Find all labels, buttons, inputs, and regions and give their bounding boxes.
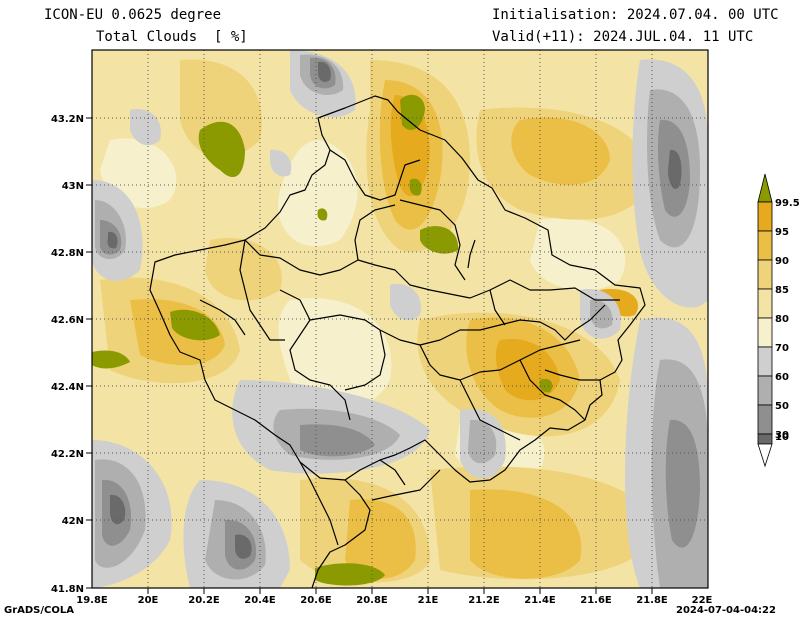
lat-tick-label: 42.8N [51,248,84,259]
footer-timestamp: 2024-07-04-04:22 [676,605,776,616]
valid-time-label: Valid(+11): 2024.JUL.04. 11 UTC [492,29,754,45]
lat-tick-label: 42N [62,516,84,527]
lon-tick-label: 20.8E [356,595,388,606]
colorbar-label-bottom: 10 [775,432,789,443]
lon-tick-label: 22E [692,595,713,606]
colorbar-bottom-arrow [757,443,773,468]
colorbar-label: 90 [775,256,789,267]
model-title: ICON-EU 0.0625 degree [44,7,222,23]
lat-tick-label: 42.4N [51,382,84,393]
lon-tick-label: 20.6E [300,595,332,606]
lat-axis: 43.2N 43N 42.8N 42.6N 42.4N 42.2N 42N 41… [51,114,92,595]
lon-tick-label: 20.2E [188,595,220,606]
colorbar-label: 99.5 [775,198,800,209]
init-time-label: Initialisation: 2024.07.04. 00 UTC [492,7,779,23]
colorbar [757,173,773,468]
cloud-fields [92,50,708,588]
lat-tick-label: 43.2N [51,114,84,125]
lon-tick-label: 21.8E [636,595,668,606]
lon-tick-label: 21E [418,595,439,606]
lon-tick-label: 21.6E [580,595,612,606]
lon-tick-label: 20.4E [244,595,276,606]
colorbar-labels: 99.5 95 90 85 80 70 60 50 30 10 [775,198,800,441]
lon-tick-label: 21.4E [524,595,556,606]
lon-axis: 19.8E 20E 20.2E 20.4E 20.6E 20.8E 21E 21… [76,588,713,606]
colorbar-label: 70 [775,343,789,354]
colorbar-label: 95 [775,227,789,238]
lat-tick-label: 42.2N [51,449,84,460]
lat-tick-label: 41.8N [51,584,84,595]
colorbar-label: 85 [775,285,789,296]
lon-tick-label: 20E [138,595,159,606]
colorbar-top-arrow [757,173,773,203]
colorbar-label: 30 [775,430,789,441]
colorbar-label: 50 [775,401,789,412]
colorbar-label: 80 [775,314,789,325]
colorbar-label: 60 [775,372,789,383]
lat-tick-label: 43N [62,181,84,192]
lon-tick-label: 19.8E [76,595,108,606]
footer-credit: GrADS/COLA [4,605,74,616]
lon-tick-label: 21.2E [468,595,500,606]
lat-tick-label: 42.6N [51,315,84,326]
admin-boundaries [149,95,646,589]
variable-title: Total Clouds [ %] [96,29,248,45]
